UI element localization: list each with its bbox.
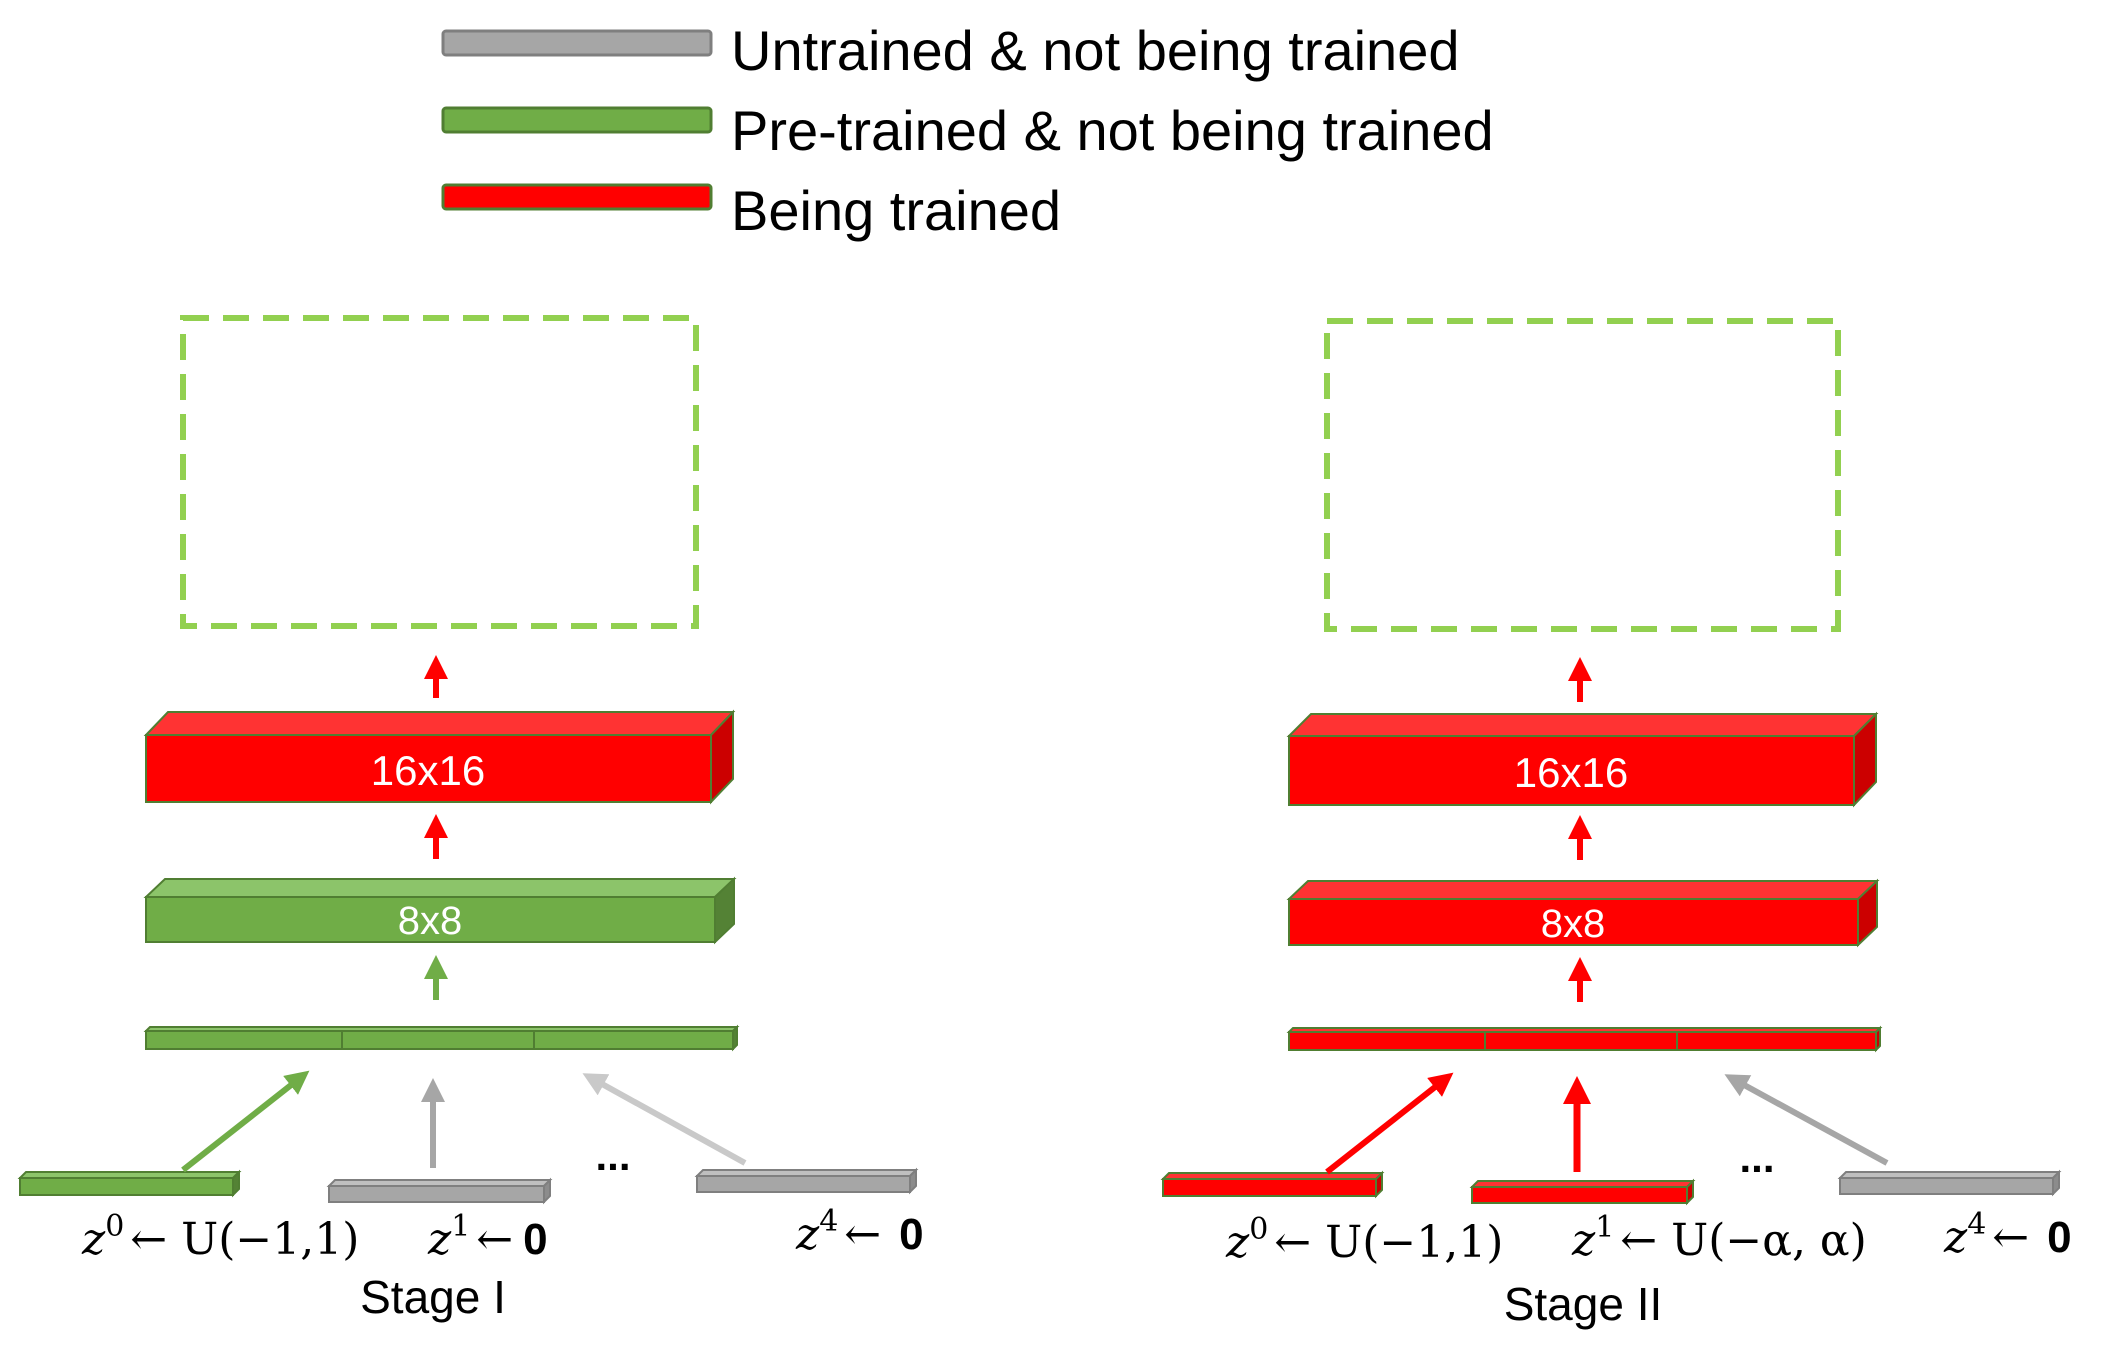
stage-1-title: Stage I [360,1271,506,1323]
legend-label-pretrained: Pre-trained & not being trained [731,99,1494,162]
stage-2-z4-vector [1837,1169,2062,1197]
stage-1-z4-vector [694,1167,919,1195]
stage-1-block-16x16-label: 16x16 [371,747,485,794]
stage-1-diagram: 16x16 8x8 [17,315,924,1323]
stage-1-z4-label: z4 ← 0 [795,1204,924,1260]
legend-swatch-untrained [441,29,713,57]
legend-item-untrained: Untrained & not being trained [441,19,1460,82]
legend-label-training: Being trained [731,179,1061,242]
stage-2-block-16x16-label: 16x16 [1514,749,1628,796]
stage-1-z0-label: z0 ← U(−1,1) [81,1209,359,1265]
legend-label-untrained: Untrained & not being trained [731,19,1460,82]
stage-1-block-16x16: 16x16 [143,709,736,805]
stage-1-output-box [180,315,699,629]
stage-1-ellipsis: ... [595,1132,630,1179]
stage-2-z1-vector [1469,1178,1696,1206]
stage-2-arrow-z0 [1325,1072,1454,1175]
stage-1-arrow-z0 [181,1070,310,1173]
stage-2-ellipsis: ... [1739,1134,1774,1181]
stage-2-title: Stage II [1504,1278,1663,1330]
legend-swatch-pretrained [441,106,713,134]
stage-2-concat-vector [1286,1025,1883,1053]
stage-2-z1-label: z1 ← U(−α, α) [1571,1210,1867,1266]
stage-2-z0-label: z0 ← U(−1,1) [1225,1212,1503,1268]
stage-2-diagram: 16x16 8x8 [1160,318,2072,1330]
stage-1-z0-vector [17,1169,242,1198]
stage-1-arrow-z4 [582,1073,747,1166]
stage-2-output-box [1324,318,1841,632]
stage-2-block-8x8: 8x8 [1286,878,1880,948]
stage-2-block-8x8-label: 8x8 [1541,902,1606,946]
stage-1-z1-label: z1 ← 0 [427,1209,548,1265]
stage-1-concat-vector [143,1024,740,1052]
stage-2-block-16x16: 16x16 [1286,711,1879,808]
stage-2-z4-label: z4 ← 0 [1943,1207,2072,1263]
legend-swatch-training [441,183,713,211]
legend: Untrained & not being trained Pre-traine… [441,19,1494,242]
stage-1-block-8x8-label: 8x8 [398,899,463,943]
legend-item-pretrained: Pre-trained & not being trained [441,99,1494,162]
stage-2-z0-vector [1160,1170,1385,1199]
stage-2-arrow-z4 [1724,1074,1889,1166]
stage-1-z1-vector [326,1177,553,1205]
stage-1-block-8x8: 8x8 [143,876,737,945]
legend-item-training: Being trained [441,179,1061,242]
